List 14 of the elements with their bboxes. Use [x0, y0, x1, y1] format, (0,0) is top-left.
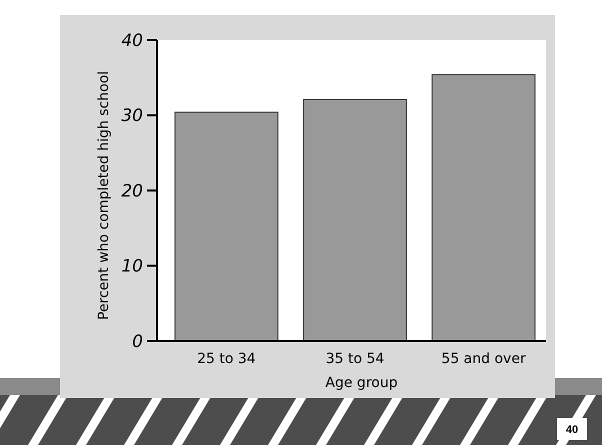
y-tick-label: 20	[121, 181, 143, 202]
y-axis-title: Percent who completed high school	[96, 70, 112, 320]
y-tick-label: 0	[132, 332, 143, 352]
y-tick-label: 40	[121, 30, 143, 51]
y-tick-label: 30	[121, 106, 143, 126]
y-tick-label: 10	[121, 256, 143, 277]
text: 40	[566, 424, 578, 436]
bar	[432, 74, 536, 342]
bar	[303, 98, 407, 342]
x-axis-title: Age group	[325, 375, 398, 391]
bar	[174, 112, 278, 342]
x-tick-label: 55 and over	[441, 351, 526, 367]
x-tick-label: 25 to 34	[197, 351, 256, 367]
x-tick-label: 35 to 54	[326, 351, 384, 367]
